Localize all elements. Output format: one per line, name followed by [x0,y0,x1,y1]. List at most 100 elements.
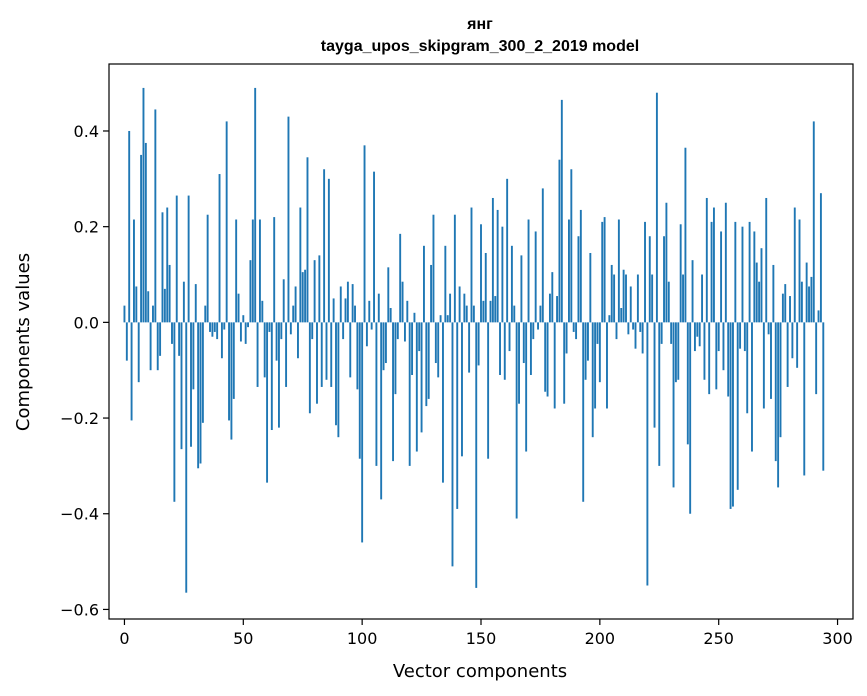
bar [230,322,233,440]
bar [537,322,539,330]
x-tick-label: 50 [233,629,253,648]
bar [320,322,323,387]
bar [482,300,485,323]
bar [399,233,402,323]
bar [287,116,290,323]
bar [380,322,383,500]
bar [753,231,756,323]
bar [292,305,295,323]
bar [213,322,216,332]
bar [520,255,523,323]
bar [154,109,157,323]
bar [727,322,730,397]
y-tick-label: 0.2 [74,218,99,237]
bar [270,322,273,431]
bar [223,322,226,330]
bar [774,322,777,462]
bar [686,322,689,445]
bar [648,236,651,323]
bar [449,293,452,323]
bar [546,322,549,397]
bar [594,322,597,409]
bar [354,305,356,323]
bar [613,274,616,323]
bar [159,322,162,356]
bar [258,219,261,323]
bar [237,293,240,323]
bar [130,322,133,421]
chart-title: янг [466,16,493,33]
bar [601,221,604,323]
bar [289,322,292,335]
bar [294,286,297,323]
bar [373,171,375,323]
bar [475,322,478,588]
bar [739,322,742,349]
bar [596,322,599,344]
bar [684,147,687,323]
bar [779,322,782,438]
x-tick-label: 100 [347,629,378,648]
bar [182,281,185,323]
bar [477,322,480,366]
y-tick-label: −0.6 [60,600,99,619]
bar [762,322,765,409]
bar [651,274,654,323]
bar [318,255,321,323]
bar [408,322,411,466]
bar [273,217,276,323]
bar [275,322,278,361]
bar [720,231,723,323]
bar [358,322,361,459]
bar [525,322,528,452]
bar [715,322,718,390]
bar [710,221,713,323]
bar [220,322,223,359]
bar [192,322,195,390]
bar [242,315,245,323]
bar [705,197,708,323]
bar [729,322,732,509]
bar [815,322,818,395]
bar [415,322,418,452]
bar [306,157,309,323]
bar [323,169,326,323]
bar [822,322,825,471]
bar [665,202,668,323]
bar [693,322,696,352]
bar [135,286,138,323]
bar [784,284,787,323]
bar [579,209,582,323]
bar [180,322,183,450]
bar [332,298,335,323]
bar [627,322,630,335]
bar [384,322,387,364]
bar [232,322,235,399]
bar [149,322,152,371]
bar [480,224,482,323]
bar [339,286,342,323]
bar [423,245,425,323]
bar [658,322,661,466]
bar [515,322,518,519]
bar [755,262,758,323]
bar [140,154,143,323]
bar [396,322,399,340]
bar [413,312,416,323]
bar [330,322,333,387]
bar [285,322,288,387]
bar [513,305,516,323]
bar [458,286,461,323]
bar [568,219,570,323]
bar [777,322,780,488]
bar [228,322,230,421]
bar [529,322,532,375]
bar [225,121,228,323]
bar [206,214,209,323]
bar [185,322,188,593]
bar [356,322,359,390]
x-axis: 0 50 100 150 200 250 300 [119,619,853,648]
bar [254,87,257,323]
bar [434,322,437,364]
x-tick-label: 0 [119,629,129,648]
